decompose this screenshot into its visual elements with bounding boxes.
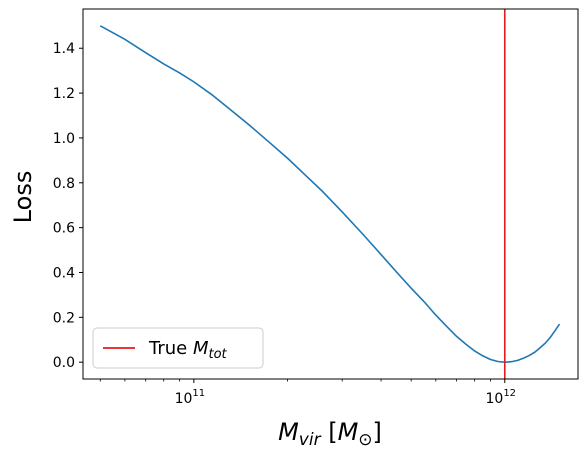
y-tick-label: 0.0 [53, 355, 75, 371]
legend-box [92, 327, 264, 369]
y-tick-label: 0.8 [53, 176, 75, 192]
y-tick-label: 0.6 [53, 221, 75, 237]
y-tick-label: 1.0 [53, 131, 75, 147]
x-tick-label: 1011 [175, 388, 206, 407]
legend-label: True Mtot [148, 338, 228, 362]
y-tick-label: 1.4 [53, 41, 75, 57]
x-axis-ticks: 1011 1012 [99, 379, 516, 407]
y-tick-label: 0.4 [53, 265, 75, 281]
axes-frame [82, 8, 579, 380]
plot-area [82, 8, 579, 380]
series-line-0 [99, 25, 561, 363]
y-tick-label: 0.2 [53, 310, 75, 326]
y-tick-label: 1.2 [53, 86, 75, 102]
y-axis-label: Loss [9, 171, 37, 224]
x-axis-label: Mvir [M⊙] [278, 418, 382, 450]
x-tick-label: 1012 [485, 388, 516, 407]
y-axis-ticks: 0.0 0.2 0.4 0.6 0.8 1.0 1.2 1.4 [53, 41, 83, 371]
legend: True Mtot [92, 327, 264, 369]
